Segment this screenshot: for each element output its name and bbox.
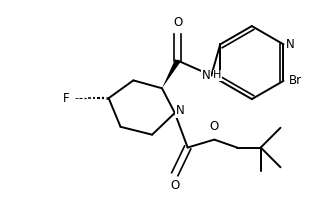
Text: H: H (213, 70, 222, 81)
Text: N: N (285, 38, 294, 51)
Polygon shape (162, 59, 180, 88)
Text: N: N (175, 104, 184, 117)
Text: N: N (202, 69, 210, 82)
Text: O: O (170, 179, 179, 192)
Text: O: O (210, 120, 219, 133)
Text: F: F (62, 92, 69, 105)
Text: Br: Br (289, 74, 301, 87)
Text: O: O (173, 16, 182, 29)
